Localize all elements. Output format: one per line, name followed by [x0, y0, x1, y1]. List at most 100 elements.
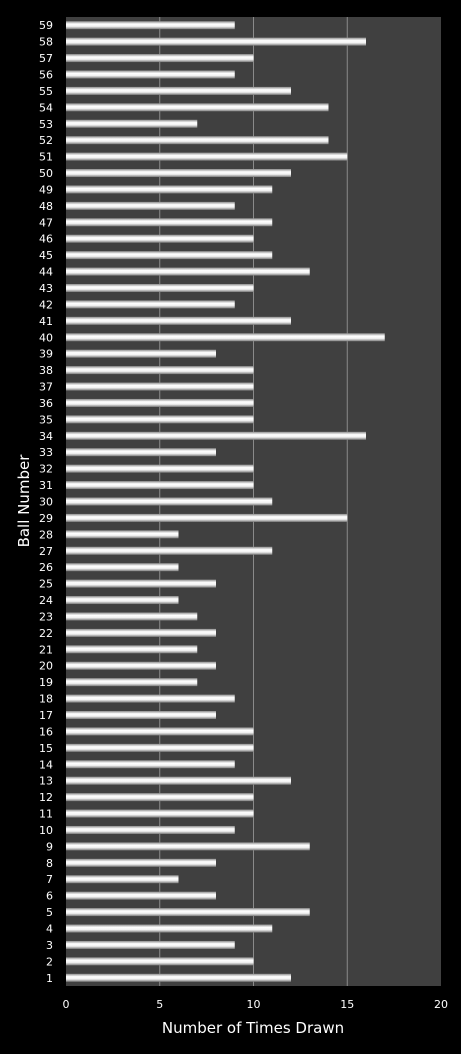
bar-ball-21: [66, 645, 198, 654]
bar-ball-2: [66, 957, 254, 966]
y-tick-label: 35: [39, 413, 53, 426]
bar-ball-16: [66, 727, 254, 736]
y-tick-label: 30: [39, 496, 53, 509]
y-tick-label: 15: [39, 742, 53, 755]
y-tick-label: 43: [39, 282, 53, 295]
y-tick-label: 26: [39, 561, 53, 574]
bar-ball-11: [66, 809, 254, 818]
y-tick-label: 10: [39, 824, 53, 837]
y-tick-label: 38: [39, 364, 53, 377]
y-tick-label: 56: [39, 68, 53, 81]
y-tick-label: 28: [39, 528, 53, 541]
y-tick-label: 11: [39, 808, 53, 821]
bar-ball-4: [66, 924, 273, 933]
bar-ball-43: [66, 283, 254, 292]
y-tick-label: 8: [46, 857, 53, 870]
x-tick-label: 10: [247, 998, 261, 1011]
bar-ball-12: [66, 793, 254, 802]
y-tick-label: 48: [39, 200, 53, 213]
y-tick-label: 31: [39, 479, 53, 492]
y-tick-label: 58: [39, 36, 53, 49]
bar-ball-59: [66, 21, 235, 30]
bar-ball-33: [66, 448, 216, 457]
bar-ball-26: [66, 563, 179, 572]
bar-ball-42: [66, 300, 235, 309]
y-tick-label: 20: [39, 660, 53, 673]
bar-ball-38: [66, 366, 254, 375]
bar-ball-32: [66, 464, 254, 473]
y-tick-label: 12: [39, 791, 53, 804]
bar-ball-56: [66, 70, 235, 79]
x-tick-label: 0: [63, 998, 70, 1011]
y-tick-label: 40: [39, 331, 53, 344]
x-axis-label: Number of Times Drawn: [162, 1019, 344, 1037]
y-tick-label: 17: [39, 709, 53, 722]
bar-ball-3: [66, 940, 235, 949]
y-tick-label: 52: [39, 134, 53, 147]
y-tick-label: 33: [39, 446, 53, 459]
y-tick-label: 42: [39, 298, 53, 311]
bar-ball-30: [66, 497, 273, 506]
bar-ball-51: [66, 152, 348, 161]
bar-ball-40: [66, 333, 385, 342]
y-tick-label: 29: [39, 512, 53, 525]
bar-ball-9: [66, 842, 310, 851]
y-tick-label: 39: [39, 348, 53, 361]
y-tick-label: 49: [39, 183, 53, 196]
x-tick-label: 20: [434, 998, 448, 1011]
y-tick-label: 55: [39, 85, 53, 98]
y-tick-label: 47: [39, 216, 53, 229]
y-tick-label: 27: [39, 545, 53, 558]
bar-ball-52: [66, 136, 329, 145]
y-tick-label: 59: [39, 19, 53, 32]
y-tick-label: 44: [39, 266, 53, 279]
y-tick-label: 34: [39, 430, 53, 443]
bars: [66, 21, 385, 982]
y-tick-label: 6: [46, 890, 53, 903]
y-tick-label: 36: [39, 397, 53, 410]
bar-ball-39: [66, 349, 216, 358]
y-tick-label: 25: [39, 578, 53, 591]
y-tick-label: 2: [46, 955, 53, 968]
y-tick-label: 23: [39, 610, 53, 623]
bar-ball-57: [66, 54, 254, 63]
y-axis-label: Ball Number: [15, 454, 33, 548]
y-tick-label: 21: [39, 643, 53, 656]
y-tick-label: 13: [39, 775, 53, 788]
bar-ball-13: [66, 776, 291, 785]
bar-ball-58: [66, 37, 366, 46]
bar-ball-7: [66, 875, 179, 884]
y-tick-label: 50: [39, 167, 53, 180]
bar-ball-28: [66, 530, 179, 539]
bar-ball-10: [66, 825, 235, 834]
y-tick-label: 7: [46, 873, 53, 886]
y-tick-label: 9: [46, 840, 53, 853]
y-tick-label: 19: [39, 676, 53, 689]
bar-ball-53: [66, 119, 198, 128]
y-tick-labels: 1234567891011121314151617181920212223242…: [39, 19, 53, 985]
bar-ball-50: [66, 169, 291, 178]
bar-ball-6: [66, 891, 216, 900]
y-tick-label: 1: [46, 972, 53, 985]
y-tick-label: 41: [39, 315, 53, 328]
bar-ball-15: [66, 743, 254, 752]
x-tick-label: 5: [156, 998, 163, 1011]
y-tick-label: 14: [39, 758, 53, 771]
y-tick-label: 3: [46, 939, 53, 952]
bar-ball-49: [66, 185, 273, 194]
y-tick-label: 22: [39, 627, 53, 640]
bar-ball-35: [66, 415, 254, 424]
y-tick-label: 54: [39, 101, 53, 114]
bar-ball-44: [66, 267, 310, 276]
bar-ball-24: [66, 596, 179, 605]
bar-ball-29: [66, 513, 348, 522]
y-tick-label: 37: [39, 381, 53, 394]
bar-ball-34: [66, 431, 366, 440]
bar-ball-18: [66, 694, 235, 703]
bar-ball-54: [66, 103, 329, 112]
bar-ball-31: [66, 481, 254, 490]
bar-ball-22: [66, 628, 216, 637]
y-tick-label: 57: [39, 52, 53, 65]
